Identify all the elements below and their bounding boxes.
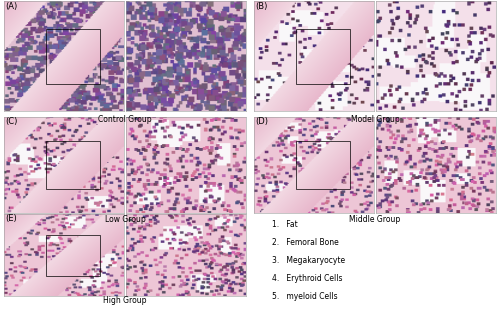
Bar	[296, 141, 350, 189]
Text: (A): (A)	[5, 2, 17, 11]
Text: Middle Group: Middle Group	[350, 215, 401, 224]
Text: 1.   Fat: 1. Fat	[272, 220, 298, 229]
Bar	[46, 29, 100, 84]
Text: Control Group: Control Group	[98, 115, 152, 124]
Text: (D): (D)	[255, 117, 268, 126]
Text: 4.   Erythroid Cells: 4. Erythroid Cells	[272, 274, 343, 283]
Text: (C): (C)	[5, 117, 18, 126]
Bar	[46, 235, 100, 276]
Text: 5.   myeloid Cells: 5. myeloid Cells	[272, 292, 338, 301]
Text: High Group: High Group	[104, 296, 147, 305]
Text: Model Group: Model Group	[350, 115, 400, 124]
Bar	[296, 29, 350, 84]
Bar	[46, 141, 100, 189]
Text: Low Group: Low Group	[104, 215, 146, 224]
Text: (E): (E)	[5, 214, 17, 223]
Text: 3.   Megakaryocyte: 3. Megakaryocyte	[272, 256, 345, 265]
Text: (B): (B)	[255, 2, 268, 11]
Text: 2.   Femoral Bone: 2. Femoral Bone	[272, 238, 339, 247]
